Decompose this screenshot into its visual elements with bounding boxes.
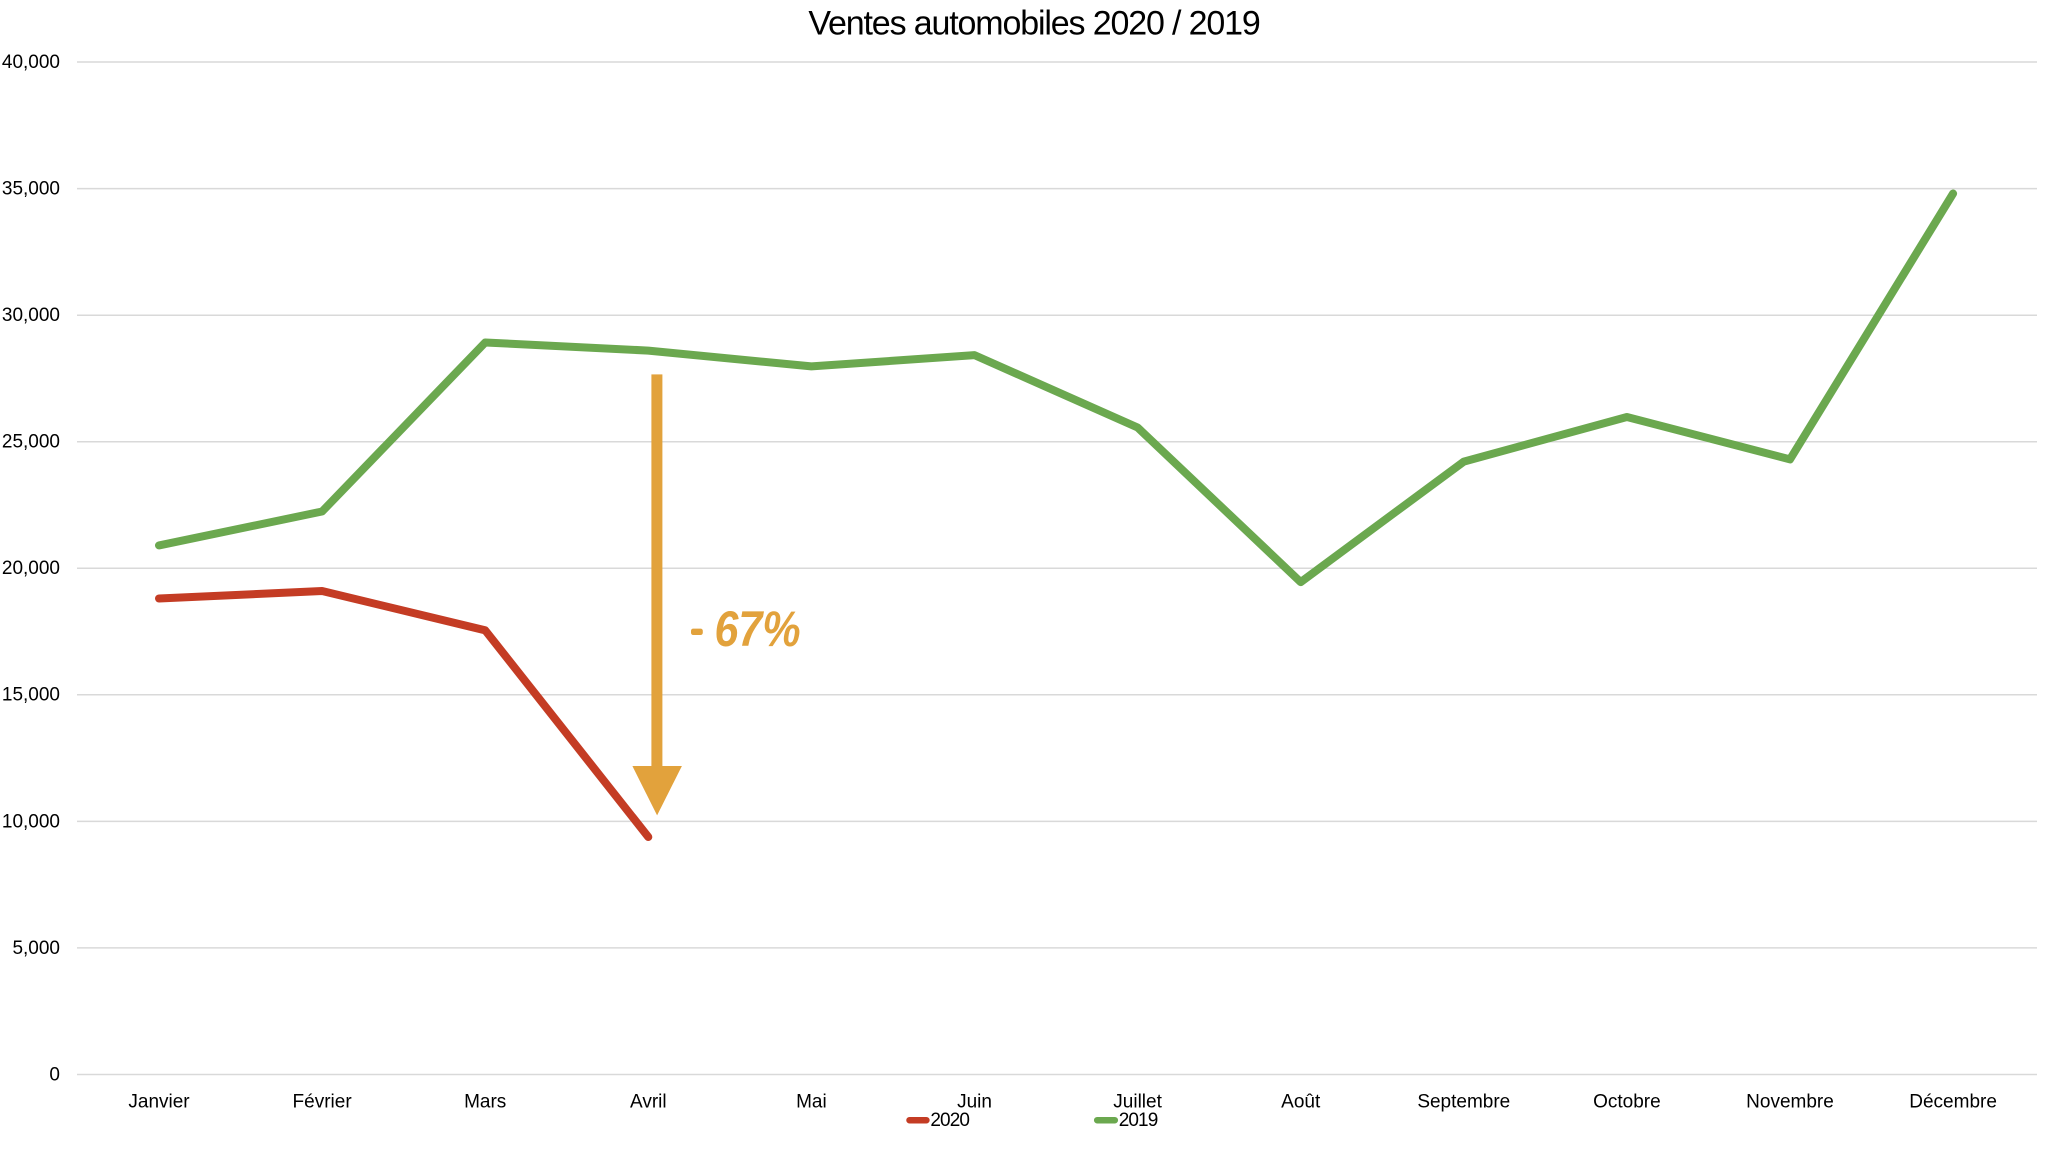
- svg-text:40,000: 40,000: [2, 52, 60, 73]
- svg-text:5,000: 5,000: [12, 938, 60, 959]
- svg-text:10,000: 10,000: [2, 811, 60, 832]
- svg-text:Août: Août: [1281, 1092, 1321, 1113]
- svg-text:25,000: 25,000: [2, 432, 60, 453]
- svg-text:Novembre: Novembre: [1746, 1092, 1834, 1113]
- svg-text:Octobre: Octobre: [1593, 1092, 1661, 1113]
- svg-text:67%: 67%: [715, 601, 801, 657]
- svg-text:Septembre: Septembre: [1417, 1092, 1510, 1113]
- svg-text:2020: 2020: [930, 1110, 969, 1131]
- svg-text:Décembre: Décembre: [1909, 1092, 1997, 1113]
- svg-text:35,000: 35,000: [2, 179, 60, 200]
- svg-text:Juin: Juin: [957, 1092, 992, 1113]
- svg-text:Avril: Avril: [630, 1092, 667, 1113]
- svg-text:Février: Février: [293, 1092, 353, 1113]
- svg-text:Ventes automobiles 2020 / 2019: Ventes automobiles 2020 / 2019: [808, 5, 1260, 43]
- svg-text:0: 0: [49, 1064, 60, 1085]
- svg-text:15,000: 15,000: [2, 685, 60, 706]
- svg-text:2019: 2019: [1119, 1110, 1158, 1131]
- svg-text:Mars: Mars: [464, 1092, 506, 1113]
- svg-text:Janvier: Janvier: [128, 1092, 190, 1113]
- svg-text:20,000: 20,000: [2, 558, 60, 579]
- svg-text:30,000: 30,000: [2, 305, 60, 326]
- svg-text:Mai: Mai: [796, 1092, 827, 1113]
- svg-text:Juillet: Juillet: [1113, 1092, 1162, 1113]
